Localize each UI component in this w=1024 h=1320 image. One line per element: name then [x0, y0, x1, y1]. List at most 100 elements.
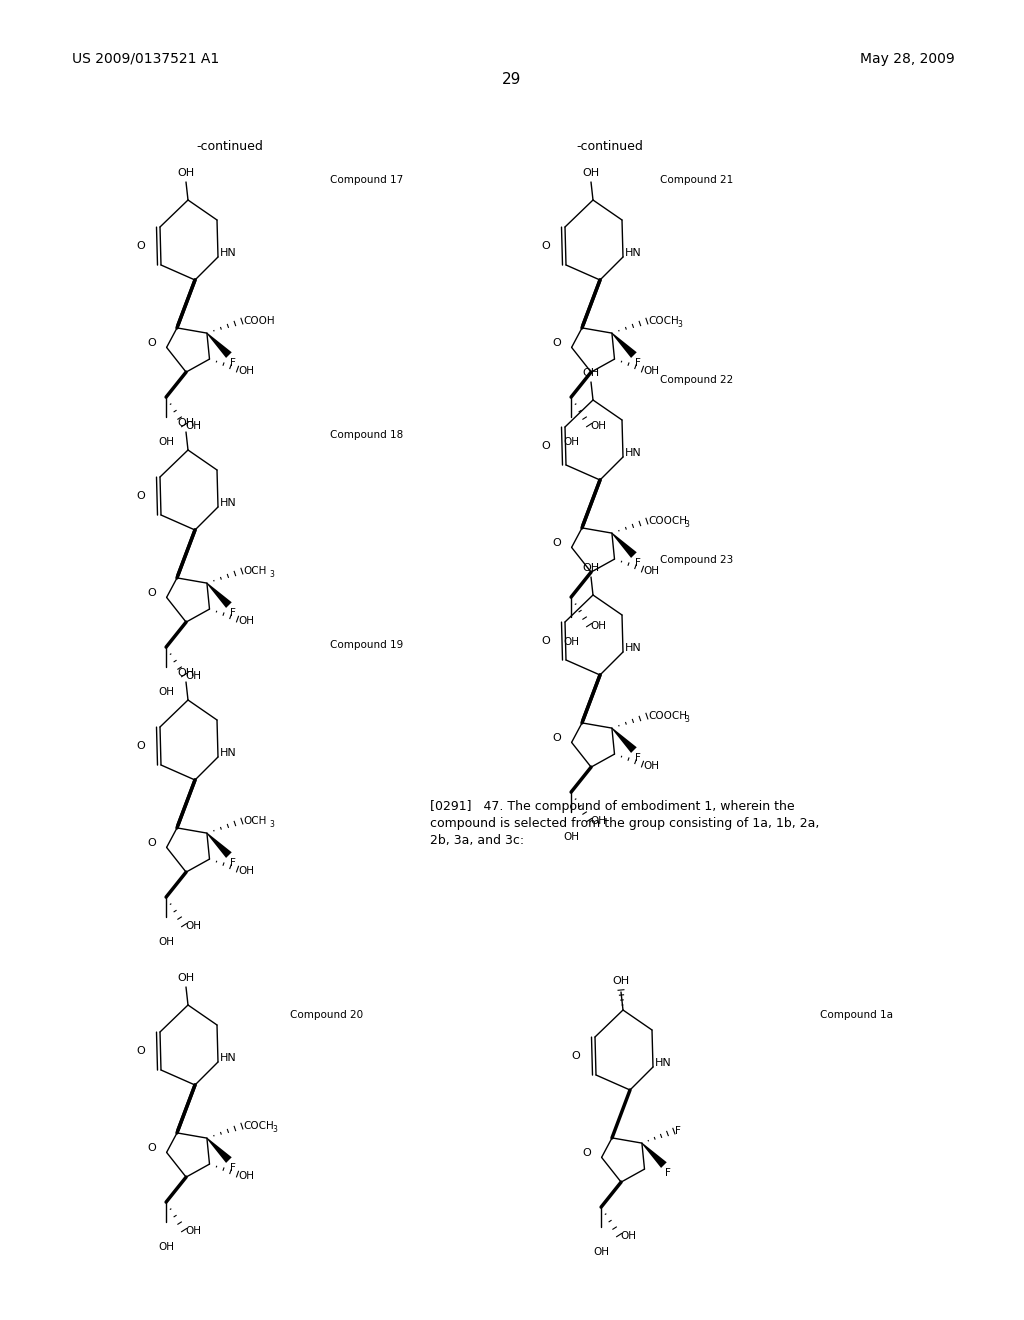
Text: O: O	[553, 539, 561, 548]
Text: OH: OH	[643, 762, 659, 771]
Text: Compound 17: Compound 17	[330, 176, 403, 185]
Text: OCH: OCH	[243, 566, 266, 576]
Text: OH: OH	[239, 1171, 255, 1181]
Polygon shape	[611, 533, 637, 558]
Text: OCH: OCH	[243, 816, 266, 826]
Text: OH: OH	[239, 866, 255, 876]
Polygon shape	[207, 333, 231, 358]
Text: OH: OH	[177, 418, 195, 428]
Text: COCH: COCH	[648, 315, 679, 326]
Text: COOH: COOH	[243, 315, 274, 326]
Polygon shape	[207, 833, 231, 858]
Text: O: O	[583, 1148, 592, 1159]
Text: O: O	[147, 838, 157, 849]
Polygon shape	[207, 1138, 231, 1163]
Text: OH: OH	[590, 421, 606, 432]
Text: Compound 1a: Compound 1a	[820, 1010, 893, 1020]
Text: HN: HN	[625, 643, 642, 653]
Text: F: F	[230, 858, 236, 869]
Text: F: F	[635, 558, 641, 568]
Polygon shape	[611, 333, 637, 358]
Text: OH: OH	[185, 921, 201, 931]
Text: OH: OH	[583, 168, 600, 178]
Text: O: O	[147, 589, 157, 598]
Text: 3: 3	[678, 319, 683, 329]
Text: 2b, 3a, and 3c:: 2b, 3a, and 3c:	[430, 834, 524, 847]
Text: OH: OH	[643, 566, 659, 576]
Text: 3: 3	[270, 820, 274, 829]
Text: O: O	[553, 338, 561, 348]
Text: HN: HN	[220, 1053, 237, 1063]
Text: 3: 3	[273, 1125, 278, 1134]
Text: OH: OH	[177, 973, 195, 983]
Text: F: F	[635, 754, 641, 763]
Polygon shape	[207, 582, 231, 609]
Polygon shape	[642, 1143, 667, 1168]
Text: OH: OH	[158, 688, 174, 697]
Text: HN: HN	[220, 748, 237, 758]
Text: COOCH: COOCH	[648, 711, 687, 721]
Text: OH: OH	[239, 616, 255, 626]
Text: OH: OH	[185, 671, 201, 681]
Polygon shape	[611, 727, 637, 752]
Text: F: F	[230, 609, 236, 618]
Text: F: F	[230, 358, 236, 368]
Text: O: O	[147, 1143, 157, 1154]
Text: OH: OH	[177, 668, 195, 678]
Text: OH: OH	[185, 1226, 201, 1236]
Text: HN: HN	[625, 447, 642, 458]
Text: OH: OH	[621, 1232, 636, 1241]
Text: OH: OH	[158, 437, 174, 447]
Text: O: O	[571, 1051, 580, 1061]
Text: OH: OH	[239, 366, 255, 376]
Text: HN: HN	[220, 248, 237, 257]
Text: O: O	[136, 242, 145, 251]
Text: HN: HN	[655, 1059, 672, 1068]
Text: O: O	[542, 242, 550, 251]
Text: F: F	[675, 1126, 681, 1137]
Text: May 28, 2009: May 28, 2009	[860, 51, 954, 66]
Text: OH: OH	[563, 832, 580, 842]
Text: O: O	[553, 734, 561, 743]
Text: US 2009/0137521 A1: US 2009/0137521 A1	[72, 51, 219, 66]
Text: compound is selected from the group consisting of 1a, 1b, 2a,: compound is selected from the group cons…	[430, 817, 819, 830]
Text: -continued: -continued	[197, 140, 263, 153]
Text: OH: OH	[612, 975, 630, 986]
Text: Compound 23: Compound 23	[660, 554, 733, 565]
Text: O: O	[542, 636, 550, 645]
Text: COCH: COCH	[243, 1121, 273, 1131]
Text: OH: OH	[583, 564, 600, 573]
Text: OH: OH	[590, 816, 606, 826]
Text: O: O	[136, 741, 145, 751]
Text: OH: OH	[563, 638, 580, 647]
Text: -continued: -continued	[577, 140, 643, 153]
Text: OH: OH	[590, 622, 606, 631]
Text: F: F	[230, 1163, 236, 1173]
Text: [0291]   47. The compound of embodiment 1, wherein the: [0291] 47. The compound of embodiment 1,…	[430, 800, 795, 813]
Text: O: O	[147, 338, 157, 348]
Text: O: O	[136, 491, 145, 502]
Text: F: F	[635, 358, 641, 368]
Text: OH: OH	[158, 937, 174, 948]
Text: 29: 29	[503, 73, 521, 87]
Text: OH: OH	[593, 1247, 609, 1257]
Text: F: F	[665, 1168, 671, 1177]
Text: Compound 21: Compound 21	[660, 176, 733, 185]
Text: COOCH: COOCH	[648, 516, 687, 527]
Text: OH: OH	[643, 366, 659, 376]
Text: 3: 3	[685, 520, 690, 528]
Text: Compound 18: Compound 18	[330, 430, 403, 440]
Text: OH: OH	[185, 421, 201, 432]
Text: OH: OH	[158, 1242, 174, 1253]
Text: HN: HN	[220, 498, 237, 508]
Text: HN: HN	[625, 248, 642, 257]
Text: 3: 3	[270, 570, 274, 578]
Text: O: O	[136, 1045, 145, 1056]
Text: Compound 19: Compound 19	[330, 640, 403, 649]
Text: OH: OH	[563, 437, 580, 447]
Text: Compound 20: Compound 20	[290, 1010, 364, 1020]
Text: OH: OH	[177, 168, 195, 178]
Text: O: O	[542, 441, 550, 451]
Text: OH: OH	[583, 368, 600, 378]
Text: 3: 3	[685, 714, 690, 723]
